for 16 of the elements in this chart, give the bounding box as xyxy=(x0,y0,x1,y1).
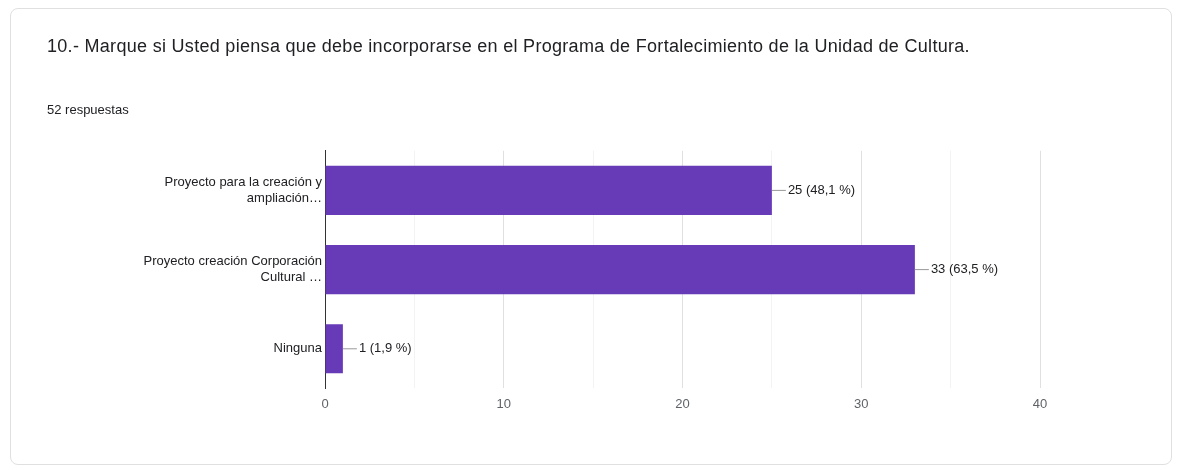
y-tick-label: Ninguna xyxy=(273,340,323,356)
x-tick-label: 0 xyxy=(321,395,329,411)
bar xyxy=(325,165,772,215)
x-tick-label: 20 xyxy=(675,395,690,411)
text: 52 respuestas xyxy=(47,102,129,117)
y-tick-label: Proyecto para la creación y ampliación… xyxy=(164,174,323,205)
data-label: 25 (48,1 %) xyxy=(787,181,856,197)
x-tick-label: 40 xyxy=(1032,395,1048,411)
data-label: 1 (1,9 %) xyxy=(358,340,412,356)
x-tick-label: 30 xyxy=(854,395,869,411)
data-label: 33 (63,5 %) xyxy=(930,261,999,277)
chart-title: 10.- Marque si Usted piensa que debe incorporarse en el Programa de Fortalecimiento de la Unidad de Cultura. xyxy=(47,35,971,58)
x-tick-label: 10 xyxy=(496,395,511,411)
bar xyxy=(325,245,915,295)
bar xyxy=(325,324,343,374)
y-tick-label: Proyecto creación Corporación Cultural … xyxy=(143,253,322,284)
